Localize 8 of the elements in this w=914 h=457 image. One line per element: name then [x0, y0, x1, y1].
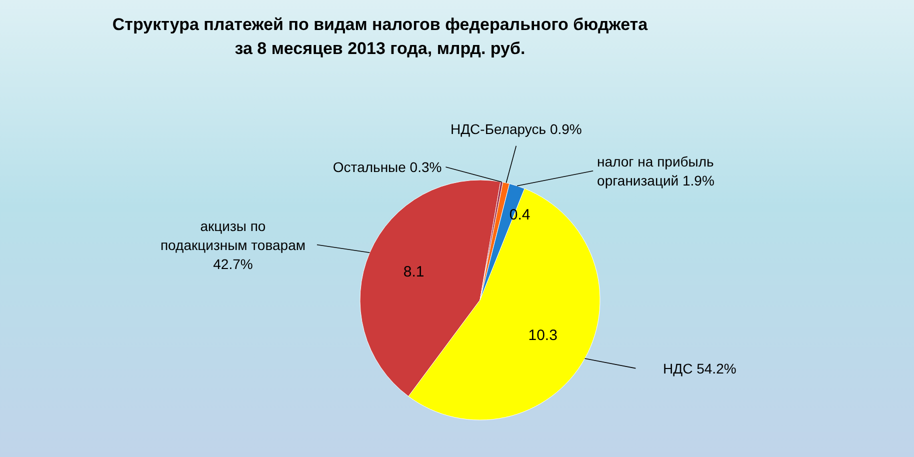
data-label: 10.3: [528, 327, 558, 344]
data-label: 8.1: [403, 264, 424, 281]
slice-label: налог на прибыль организаций 1.9%: [597, 153, 714, 188]
slice-label: НДС 54.2%: [663, 360, 736, 376]
slice-label: акцизы по подакцизным товарам 42.7%: [160, 218, 306, 272]
slice-label: НДС-Беларусь 0.9%: [450, 120, 582, 137]
chart-title: Структура платежей по видам налогов федерального бюджета за 8 месяцев 2013 года, млрд. руб.: [112, 15, 648, 58]
slice-label: Остальные 0.3%: [332, 158, 442, 175]
